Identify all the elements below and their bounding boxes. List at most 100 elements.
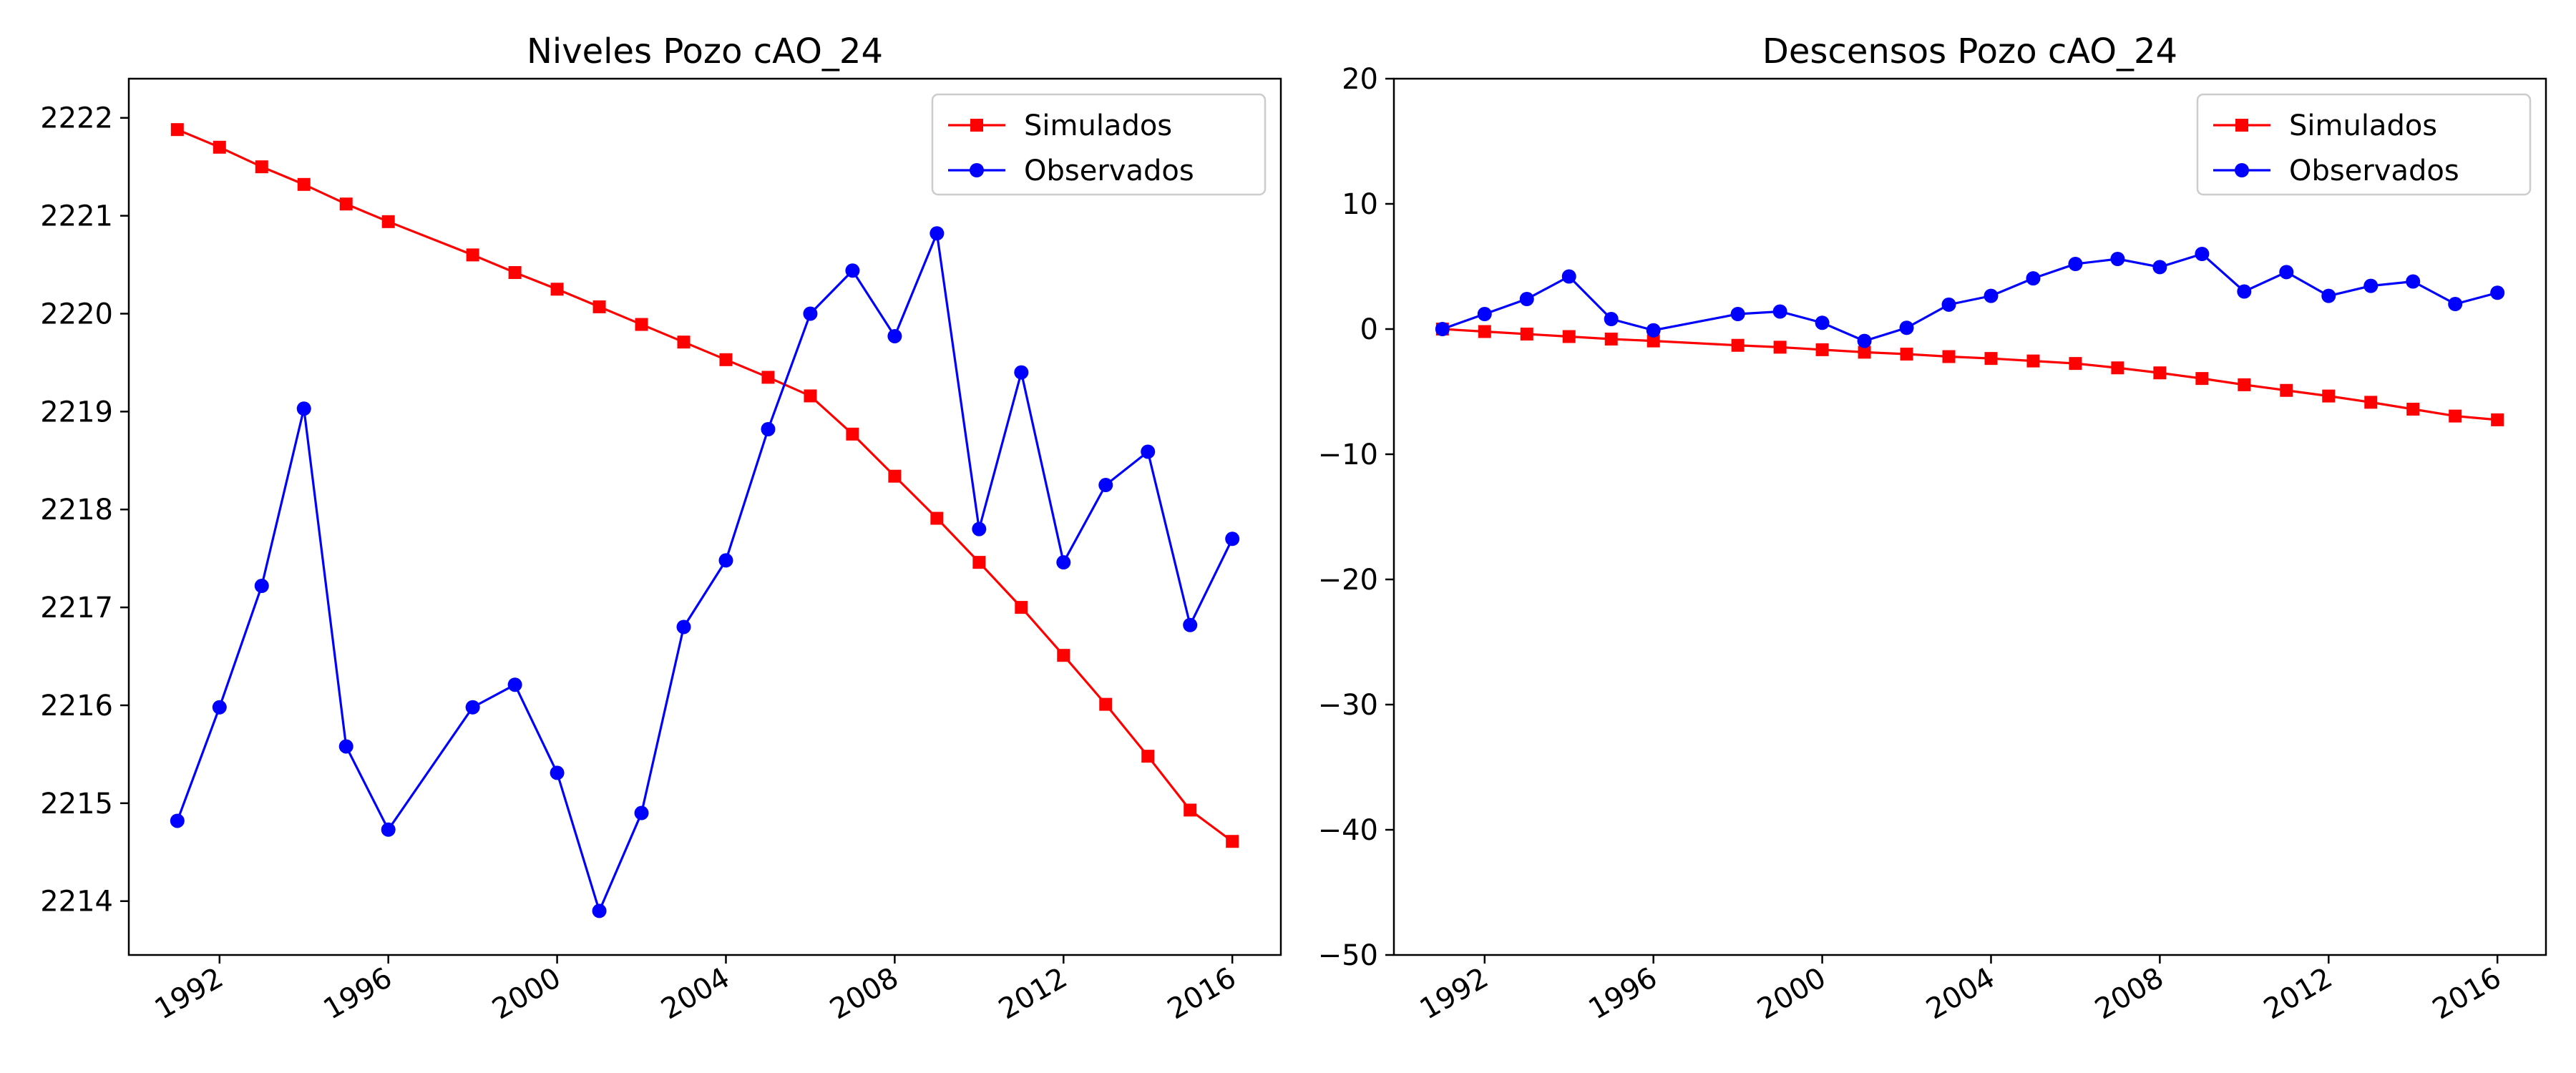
chart-0-point-simulados: [550, 283, 564, 296]
chart-1-legend: Simulados Observados: [2196, 93, 2532, 196]
chart-0-legend-swatch-marker: [970, 163, 984, 177]
chart-0-y-tick-label: 2219: [40, 396, 113, 428]
chart-1-point-observados: [2321, 288, 2336, 303]
chart-0-point-observados: [381, 822, 396, 837]
chart-1-point-simulados: [2280, 383, 2293, 397]
chart-1-point-simulados: [2195, 372, 2209, 386]
chart-1-series-observados: [1435, 247, 2505, 348]
chart-0-y-tick-label: 2217: [40, 592, 113, 624]
chart-1-point-observados: [2237, 284, 2252, 299]
chart-0-y-tick-label: 2214: [40, 886, 113, 918]
chart-1-point-simulados: [1773, 340, 1787, 354]
chart-0-y-tick-label: 2218: [40, 494, 113, 526]
chart-0-point-simulados: [297, 177, 311, 191]
chart-0-point-observados: [170, 813, 185, 828]
chart-1-point-simulados: [1984, 352, 1998, 366]
chart-1-point-simulados: [1858, 346, 1871, 359]
chart-0-point-observados: [887, 328, 902, 343]
chart-0-point-simulados: [1057, 649, 1070, 662]
chart-0-point-simulados: [846, 427, 859, 441]
chart-0-point-simulados: [508, 266, 522, 280]
chart-1-point-simulados: [2364, 396, 2378, 409]
chart-1-point-observados: [2152, 260, 2167, 275]
chart-1-point-simulados: [1900, 348, 1913, 361]
chart-1-y-tick-label: −10: [1318, 438, 1378, 471]
chart-0-legend-label: Observados: [1024, 155, 1194, 187]
chart-1-point-observados: [1435, 322, 1450, 336]
chart-0-point-simulados: [761, 371, 775, 384]
chart-1-point-simulados: [1520, 328, 1533, 340]
chart-0-point-observados: [296, 401, 311, 416]
chart-1-y-tick-label: −30: [1318, 689, 1378, 722]
chart-0-point-simulados: [1184, 803, 1197, 817]
chart-0-point-observados: [338, 739, 353, 754]
chart-0-point-simulados: [170, 123, 184, 137]
chart-1-point-observados: [1477, 307, 1492, 321]
chart-1-point-simulados: [2322, 389, 2336, 403]
chart-1-point-simulados: [2069, 357, 2082, 371]
chart-1-point-observados: [1561, 269, 1576, 284]
chart-0-point-observados: [1056, 555, 1071, 570]
chart-0-point-observados: [212, 700, 227, 715]
chart-1-point-observados: [2363, 278, 2379, 293]
chart-0-point-simulados: [213, 140, 226, 154]
chart-0-point-simulados: [719, 353, 733, 366]
chart-0-point-observados: [465, 700, 480, 715]
chart-1-point-observados: [1730, 307, 1745, 321]
chart-1-point-observados: [1604, 312, 1619, 326]
chart-0-title: Niveles Pozo cAO_24: [527, 31, 883, 72]
chart-0-point-simulados: [1099, 697, 1113, 711]
chart-1-legend-label: Simulados: [2289, 109, 2437, 142]
chart-0-point-observados: [592, 903, 607, 918]
chart-1-point-observados: [2068, 257, 2083, 271]
chart-1-point-simulados: [1731, 338, 1745, 352]
chart-1-point-observados: [1772, 304, 1787, 319]
chart-0-point-observados: [254, 578, 269, 593]
chart-0-point-observados: [634, 805, 649, 820]
chart-1-series-simulados: [1435, 323, 2504, 426]
chart-0-point-simulados: [677, 335, 691, 349]
chart-1-y-tick-label: −40: [1318, 814, 1378, 847]
chart-0-point-observados: [1225, 531, 1240, 547]
chart-0-point-simulados: [381, 215, 395, 228]
chart-1-point-observados: [2406, 274, 2421, 289]
chart-0-y-tick-label: 2222: [40, 102, 113, 135]
chart-1-point-observados: [1941, 297, 1956, 312]
chart-1-legend-swatch-marker: [2235, 163, 2249, 177]
chart-1-point-simulados: [2238, 378, 2251, 391]
chart-0-point-observados: [1098, 478, 1113, 493]
chart-0-point-simulados: [255, 160, 268, 174]
chart-1-point-simulados: [1478, 325, 1491, 338]
chart-0-point-simulados: [1141, 750, 1155, 763]
chart-0-point-observados: [507, 677, 522, 692]
chart-0-legend: Simulados Observados: [931, 93, 1267, 196]
chart-0-point-simulados: [888, 469, 902, 483]
chart-0-point-observados: [803, 306, 818, 321]
chart-0-legend-box: [931, 93, 1267, 196]
chart-0-y-tick-label: 2221: [40, 200, 113, 233]
chart-0-point-simulados: [635, 318, 648, 331]
chart-1-title: Descensos Pozo cAO_24: [1762, 31, 2177, 72]
chart-1-point-simulados: [2111, 361, 2124, 375]
chart-0-point-observados: [972, 521, 987, 536]
chart-0-point-observados: [718, 553, 733, 568]
chart-1-y-tick-label: 10: [1342, 188, 1378, 221]
chart-0-point-observados: [930, 226, 945, 241]
chart-1-point-simulados: [1604, 333, 1618, 346]
chart-1-point-observados: [1984, 288, 1999, 303]
chart-1-point-observados: [1815, 315, 1830, 330]
chart-1-point-observados: [2490, 285, 2505, 300]
chart-0-legend-swatch-marker: [970, 119, 983, 132]
chart-1-legend-swatch-marker: [2235, 119, 2248, 132]
chart-1-legend-box: [2196, 93, 2532, 196]
chart-1-point-observados: [1646, 323, 1661, 338]
chart-0-legend-label: Simulados: [1024, 109, 1172, 142]
chart-0-y-tick-label: 2220: [40, 298, 113, 330]
chart-0-point-observados: [761, 422, 776, 436]
chart-0-point-simulados: [930, 511, 944, 525]
chart-1-legend-label: Observados: [2289, 155, 2459, 187]
chart-0-point-simulados: [972, 556, 986, 569]
chart-0-point-simulados: [466, 248, 479, 262]
chart-1-point-simulados: [2491, 413, 2504, 426]
